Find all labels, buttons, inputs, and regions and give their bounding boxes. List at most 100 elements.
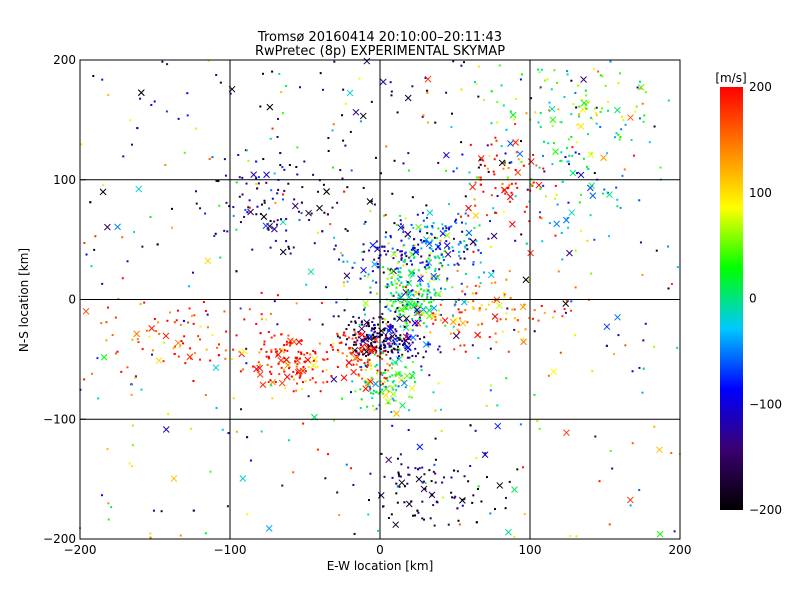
data-point-dot	[101, 282, 104, 285]
data-point-dot	[186, 114, 189, 117]
data-point-dot	[247, 159, 250, 162]
data-point-dot	[391, 424, 394, 427]
data-point-dot	[426, 91, 429, 94]
data-point-x	[550, 368, 558, 375]
data-point-dot	[595, 106, 598, 109]
data-point-dot	[386, 342, 389, 345]
data-point-dot	[392, 347, 395, 350]
data-point-dot	[357, 330, 360, 333]
data-point-dot	[367, 381, 370, 384]
data-point-dot	[454, 495, 457, 498]
data-point-x	[409, 334, 417, 341]
data-point-dot	[458, 250, 461, 253]
data-point-dot	[202, 301, 205, 304]
data-point-dot	[461, 498, 464, 501]
data-point-x	[386, 325, 394, 332]
data-point-x	[299, 367, 307, 375]
data-point-dot	[389, 309, 392, 312]
data-point-dot	[543, 170, 546, 173]
data-point-dot	[479, 336, 482, 339]
data-point-dot	[667, 99, 670, 102]
data-point-dot	[355, 355, 358, 358]
data-point-dot	[412, 371, 415, 374]
data-point-dot	[464, 246, 467, 249]
data-point-dot	[475, 83, 478, 86]
data-point-dot	[300, 212, 303, 215]
data-point-dot	[177, 355, 180, 358]
data-point-dot	[488, 335, 491, 338]
data-point-dot	[353, 330, 356, 333]
data-point-dot	[317, 231, 320, 234]
data-point-dot	[623, 168, 626, 171]
data-point-dot	[635, 105, 638, 108]
data-point-dot	[670, 283, 673, 286]
data-point-dot	[451, 496, 454, 499]
data-point-dot	[436, 255, 439, 258]
data-point-dot	[379, 380, 382, 383]
data-point-dot	[335, 301, 338, 304]
data-point-dot	[361, 353, 364, 356]
data-point-dot	[459, 344, 462, 347]
data-point-dot	[352, 315, 355, 318]
data-point-dot	[343, 309, 346, 312]
data-point-dot	[341, 397, 344, 400]
data-point-dot	[274, 348, 277, 351]
data-point-dot	[567, 160, 570, 163]
data-point-dot	[479, 158, 482, 161]
data-point-dot	[530, 178, 533, 181]
data-point-dot	[395, 492, 398, 495]
data-point-dot	[396, 277, 399, 280]
data-point-dot	[386, 250, 389, 253]
data-point-dot	[428, 469, 431, 472]
colorbar-tick-label: −200	[749, 503, 782, 517]
data-point-dot	[403, 346, 406, 349]
data-point-dot	[180, 340, 183, 343]
data-point-dot	[398, 485, 401, 488]
x-tick-label: 0	[376, 543, 384, 557]
data-point-dot	[655, 249, 658, 252]
data-point-dot	[485, 404, 488, 407]
data-point-x	[391, 359, 399, 366]
data-point-dot	[457, 243, 460, 246]
data-point-dot	[393, 251, 396, 254]
data-point-dot	[401, 310, 404, 313]
data-point-dot	[359, 277, 362, 280]
data-point-dot	[230, 357, 233, 360]
data-point-dot	[404, 386, 407, 389]
data-point-dot	[507, 166, 510, 169]
data-point-dot	[362, 338, 365, 341]
data-point-dot	[432, 312, 435, 315]
data-point-dot	[433, 255, 436, 258]
data-point-dot	[383, 245, 386, 248]
data-point-x	[402, 337, 410, 345]
data-point-x	[390, 250, 398, 258]
data-point-dot	[263, 343, 266, 346]
data-point-dot	[394, 334, 397, 337]
data-point-dot	[383, 376, 386, 379]
data-point-dot	[398, 284, 401, 287]
data-point-dot	[395, 286, 398, 289]
data-point-dot	[257, 176, 260, 179]
data-point-dot	[279, 164, 282, 167]
data-point-dot	[390, 410, 393, 413]
data-point-dot	[269, 220, 272, 223]
data-point-dot	[390, 350, 393, 353]
data-point-dot	[308, 219, 311, 222]
data-point-dot	[176, 309, 179, 312]
data-point-dot	[559, 120, 562, 123]
data-point-dot	[466, 321, 469, 324]
data-point-dot	[399, 271, 402, 274]
data-point-dot	[330, 375, 333, 378]
data-point-dot	[301, 387, 304, 390]
data-point-dot	[121, 236, 124, 239]
data-point-dot	[452, 314, 455, 317]
data-point-dot	[391, 342, 394, 345]
data-point-dot	[385, 231, 388, 234]
data-point-dot	[417, 243, 420, 246]
data-point-dot	[432, 504, 435, 507]
data-point-dot	[538, 427, 541, 430]
data-points	[79, 57, 681, 539]
data-point-dot	[426, 288, 429, 291]
data-point-dot	[383, 475, 386, 478]
data-point-dot	[405, 319, 408, 322]
